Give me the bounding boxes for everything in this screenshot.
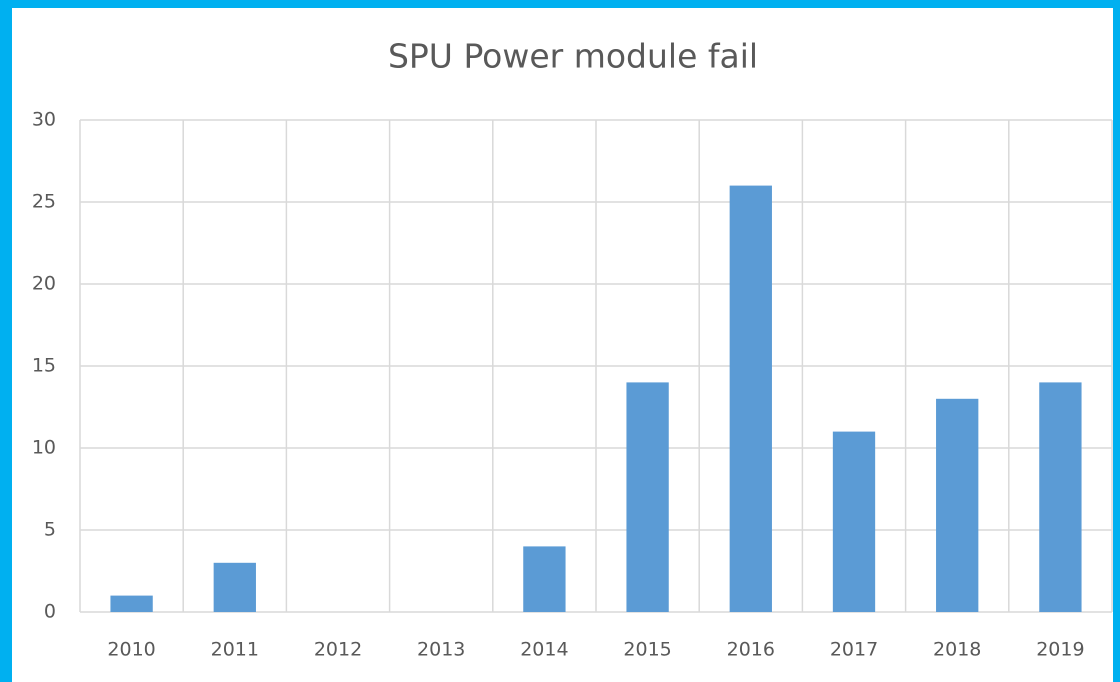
bar: [832, 431, 876, 612]
bar: [523, 546, 566, 612]
bar: [110, 595, 153, 612]
x-tick-label: 2016: [727, 639, 775, 661]
x-tick-label: 2012: [314, 639, 362, 661]
y-tick-label: 0: [44, 601, 56, 623]
bar: [729, 185, 772, 612]
y-tick-label: 30: [32, 109, 56, 131]
y-tick-label: 20: [32, 273, 56, 295]
y-tick-label: 5: [44, 519, 56, 541]
bar: [1039, 382, 1082, 612]
x-tick-label: 2018: [933, 639, 981, 661]
bar: [626, 382, 669, 612]
x-tick-label: 2019: [1036, 639, 1084, 661]
x-tick-label: 2013: [417, 639, 465, 661]
x-tick-label: 2011: [211, 639, 259, 661]
y-tick-label: 10: [32, 437, 56, 459]
x-tick-label: 2017: [830, 639, 878, 661]
y-tick-label: 15: [32, 355, 56, 377]
x-tick-label: 2014: [520, 639, 568, 661]
bar: [213, 562, 256, 612]
x-tick-label: 2015: [623, 639, 671, 661]
x-tick-label: 2010: [107, 639, 155, 661]
chart-title: SPU Power module fail: [388, 37, 758, 76]
y-tick-label: 25: [32, 191, 56, 213]
bar: [936, 398, 979, 612]
